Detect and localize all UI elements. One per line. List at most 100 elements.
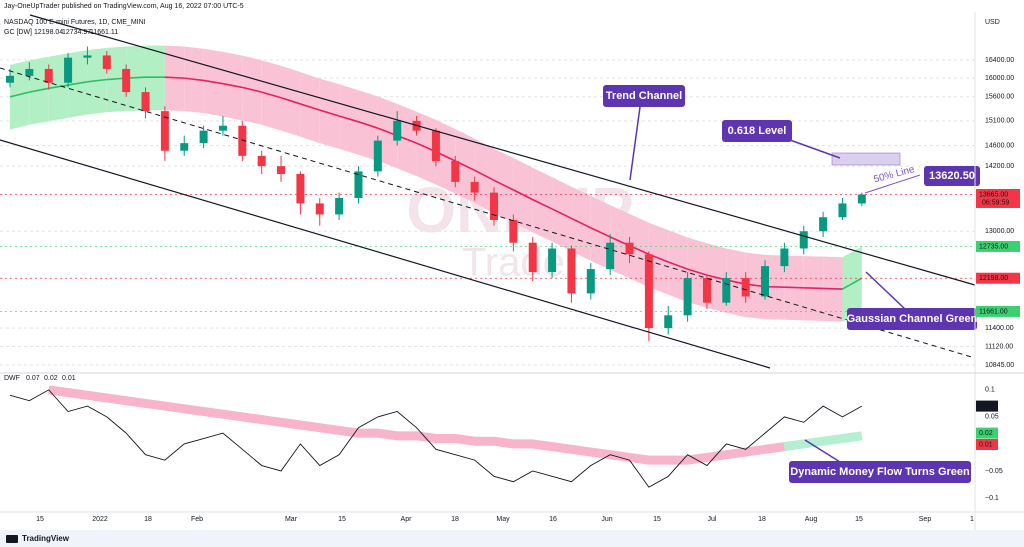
candle-body [64,57,73,83]
gaussian-midline [667,261,688,270]
gaussian-midline [687,268,708,276]
candle-body [470,181,479,193]
footer-brand: TradingView [22,534,70,543]
y-tick-label: 16400.00 [985,57,1014,64]
candle-body [625,242,634,255]
gaussian-midline [493,179,514,191]
x-tick-label: 18 [758,516,766,523]
gaussian-midline [29,87,49,93]
pointer [789,139,841,159]
y-tick-label: 11400.00 [985,325,1014,332]
gaussian-midline [474,169,495,182]
candle-body [548,248,557,273]
candle-body [567,248,576,294]
gaussian-midline [319,109,340,117]
candle-body [315,203,324,215]
study-value: 12198.04 [34,29,63,36]
candle-body [838,203,847,218]
money-flow-band [783,431,863,452]
candle-body [857,194,866,204]
x-tick-label: Jun [601,516,612,523]
x-tick-label: 2022 [92,516,108,523]
candle-body [490,192,498,221]
legend-value: 0.01 [62,375,76,382]
x-tick-label: May [496,516,510,523]
logo [6,535,18,543]
x-tick-label: Apr [401,516,413,523]
value-label: 0.02 [979,430,993,437]
gaussian-midline [590,227,611,238]
annotation: 13620.50 [929,170,975,182]
y-tick-label: −0.05 [985,468,1003,475]
candle-body [761,266,770,297]
y-tick-label: 10845.00 [985,362,1014,369]
candle-body [799,231,808,249]
gaussian-midline [48,84,69,90]
annotation-box [789,461,971,483]
gaussian-midline [261,91,282,99]
candle-body [664,315,673,329]
value-label: 0.01 [979,441,993,448]
countdown: 06:59:59 [982,199,1009,206]
x-tick-label: 16 [549,516,557,523]
y-tick-label: 0.05 [985,414,999,421]
x-tick-label: 15 [338,516,346,523]
annotation-box [924,166,980,186]
gaussian-midline [784,286,804,289]
pointer [865,271,906,310]
candle-body [122,68,131,93]
y-tick-label: 13000.00 [985,228,1014,235]
candle-body [431,130,440,161]
symbol-title: NASDAQ 100 E-mini Futures, 1D, CME_MINI [4,19,146,26]
price-label-box [976,305,1020,317]
x-tick-label: 15 [653,516,661,523]
study-value: 12734.97 [62,29,91,36]
legend-value: 0.02 [44,375,58,382]
gaussian-midline [9,91,30,98]
plot [0,45,975,488]
pointer [804,439,841,463]
value-label-box [976,427,998,439]
candle-body [528,242,537,273]
watermark: Trader [462,241,578,285]
study-label: GC [DW] [4,29,32,36]
candle-body [25,68,34,76]
gaussian-midline [164,76,185,79]
x-tick-label: Feb [191,516,203,523]
gaussian-midline [513,189,534,201]
candle-body [606,242,615,270]
publisher: Jay-OneUpTrader published on TradingView… [4,3,244,10]
x-tick-label: Sep [919,516,932,523]
x-tick-label: 18 [144,516,152,523]
money-flow-band [48,385,786,465]
y-tick-label: 16000.00 [985,75,1014,82]
y-tick-label: 14200.00 [985,163,1014,170]
gaussian-midline [823,287,843,290]
annotation-box [722,120,792,142]
candle-body [741,278,750,297]
gaussian-midline [532,198,553,210]
price-label: 11661.00 [979,308,1008,315]
value-label-box [976,439,998,451]
candle-body [238,125,247,156]
price-label-box [976,272,1020,284]
currency: USD [985,19,1000,26]
trend-midline [0,67,976,359]
gaussian-midline [67,81,88,86]
y-tick-label: 0.1 [985,387,995,394]
candle-body [586,269,595,294]
gaussian-midline [242,86,262,93]
candle-body [354,171,363,198]
trend-line [0,139,771,369]
gaussian-midline [571,217,592,229]
candle-body [373,140,382,172]
fib-zone [831,152,901,166]
gaussian-midline [87,78,107,83]
candle-body [141,92,150,112]
candle-body [702,278,711,303]
annotation: 0.618 Level [728,125,787,137]
candle-body [199,130,208,144]
candle-body [180,143,189,151]
candle-body [780,248,789,267]
gaussian-midline [551,208,572,220]
